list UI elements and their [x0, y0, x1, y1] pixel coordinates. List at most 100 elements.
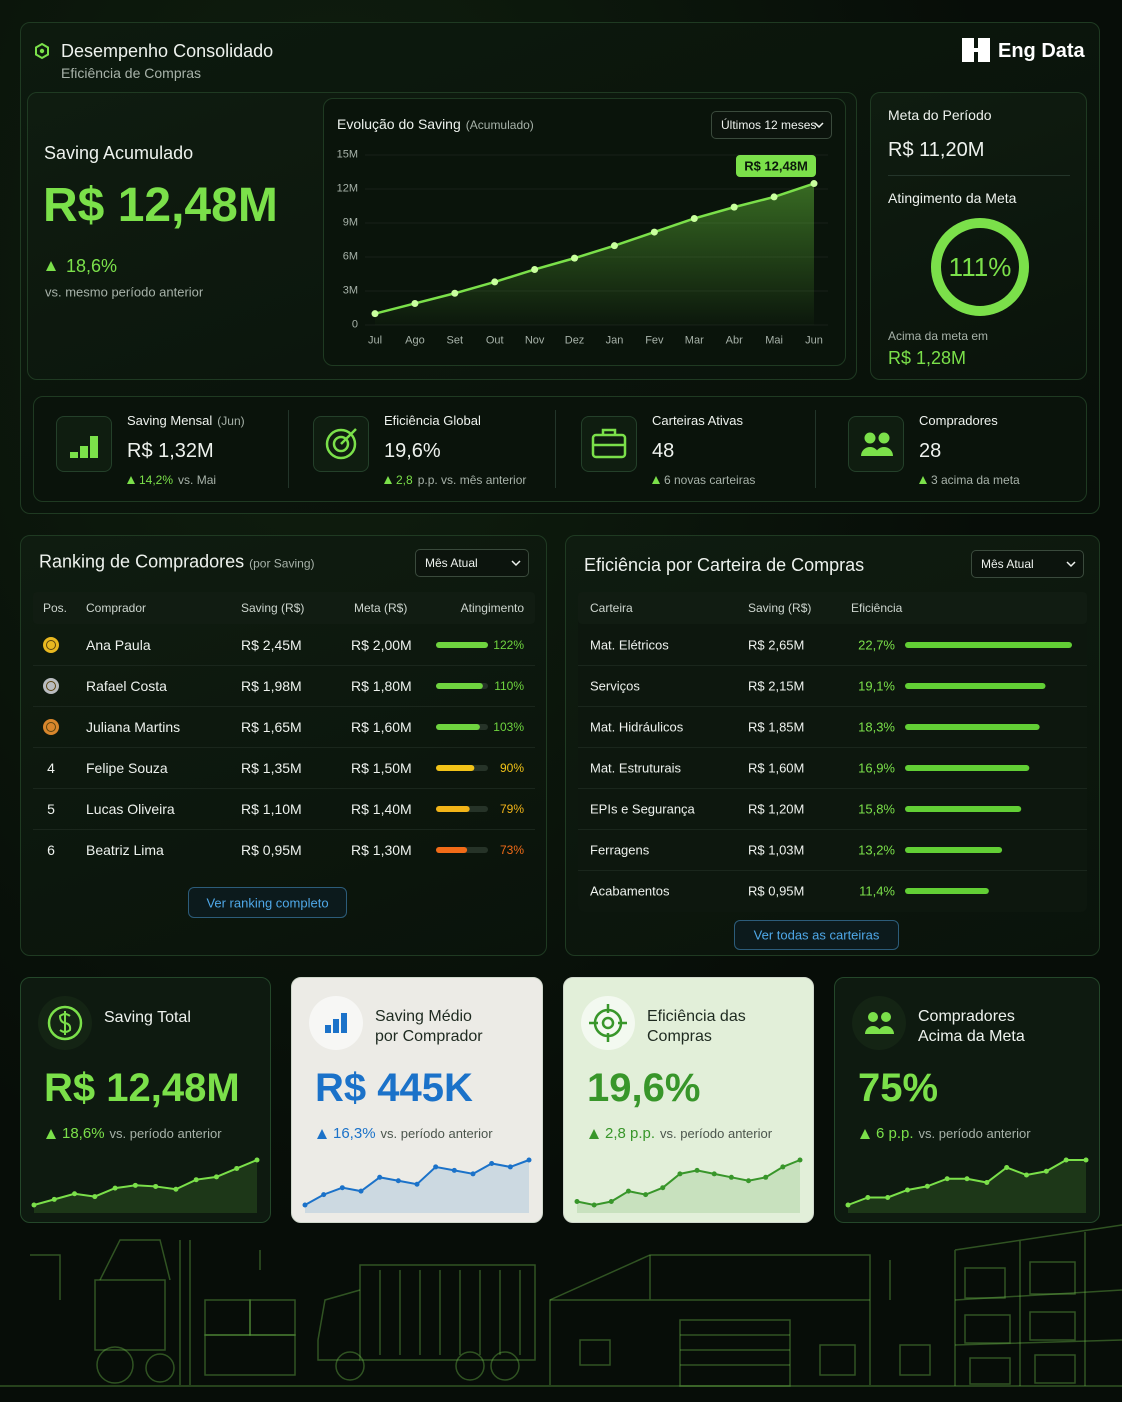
sparkline-point	[746, 1178, 752, 1184]
x-tick-label: Dez	[564, 334, 585, 347]
portfolio-name: Mat. Hidráulicos	[590, 719, 684, 735]
attainment-label: Atingimento da Meta	[888, 190, 1017, 206]
position: 5	[47, 801, 55, 817]
kpi-icon-0	[70, 436, 98, 458]
kpi-value: 19,6%	[384, 440, 441, 462]
card-title: Acima da Meta	[918, 1028, 1025, 1045]
card-title: Saving Total	[104, 1009, 191, 1026]
sparkline-point	[865, 1195, 871, 1200]
above-value: R$ 1,28M	[888, 348, 967, 368]
saving-change: 18,6%	[66, 256, 118, 276]
sparkline-point	[711, 1171, 717, 1177]
efficiency-label: 11,4%	[859, 883, 895, 899]
dropdown[interactable]	[415, 549, 529, 577]
button[interactable]	[734, 920, 899, 950]
portfolio-name: Mat. Elétricos	[590, 637, 669, 653]
position: 6	[47, 842, 55, 858]
attainment-bar	[436, 806, 470, 812]
medal-inner	[46, 640, 56, 650]
sparkline-point	[433, 1164, 439, 1170]
point	[650, 228, 658, 236]
card-icon	[878, 1026, 894, 1034]
sparkline-point	[1004, 1165, 1010, 1170]
ranking-title-part: (por Saving)	[249, 556, 315, 571]
button-label[interactable]: Ver todas as carteiras	[753, 927, 880, 943]
up-arrow	[652, 476, 660, 484]
kpi-change: 14,2% vs. Mai	[139, 472, 216, 488]
annotation: R$ 12,48M	[744, 158, 808, 174]
dropdown-label[interactable]: Últimos 12 meses	[721, 118, 817, 132]
sparkline-point	[643, 1192, 649, 1198]
kpi-change: 3 acima da meta	[931, 472, 1020, 488]
attainment-label: 90%	[499, 761, 524, 775]
kpi-label: Carteiras Ativas	[652, 413, 743, 429]
card-title: Compradores	[918, 1008, 1015, 1025]
attainment-label: 79%	[499, 802, 524, 816]
sparkline-point	[780, 1164, 786, 1170]
card-value: 75%	[858, 1066, 939, 1110]
card-icon	[47, 1005, 83, 1041]
attainment-label: 122%	[493, 638, 524, 652]
sparkline-point	[625, 1188, 631, 1194]
kpi-strip	[33, 396, 1087, 502]
kpi-icon-1	[325, 428, 357, 460]
chart-title-part: (Acumulado)	[465, 118, 534, 132]
kpi-change-part: 14,2%	[139, 473, 174, 487]
card-change-part: vs. período anterior	[918, 1126, 1031, 1141]
x-tick-label: Nov	[524, 334, 545, 347]
buyer-saving: R$ 0,95M	[241, 842, 302, 858]
sparkline-point	[924, 1183, 930, 1189]
kpi-divider	[288, 410, 289, 488]
gauge-arc	[931, 218, 1029, 316]
sparkline-point	[1043, 1168, 1049, 1174]
row-divider	[33, 788, 535, 789]
dropdown-label[interactable]: Mês Atual	[981, 557, 1034, 571]
buyer-name: Ana Paula	[86, 637, 151, 653]
x-tick-label: Fev	[645, 334, 664, 347]
sparkline-point	[234, 1165, 240, 1171]
y-tick-label: 3M	[342, 284, 358, 297]
y-tick-label: 15M	[336, 148, 358, 161]
button-label[interactable]: Ver ranking completo	[206, 895, 329, 910]
efficiency-bar	[905, 847, 1003, 853]
card-change-part: vs. período anterior	[380, 1126, 493, 1141]
column-header: Carteira	[590, 601, 633, 615]
attainment-bar	[436, 765, 475, 771]
row-divider	[33, 829, 535, 830]
attainment-label: 110%	[494, 679, 524, 693]
dropdown[interactable]	[971, 550, 1084, 578]
sparkline-point	[72, 1191, 78, 1197]
kpi-change-part: 6 novas carteiras	[664, 473, 756, 487]
kpi-icon-box	[56, 416, 112, 472]
chevron	[1066, 561, 1076, 568]
sparkline-point	[1063, 1157, 1069, 1163]
card-icon	[865, 1026, 881, 1034]
buyer-name: Juliana Martins	[86, 719, 181, 735]
icon-arrow	[340, 428, 357, 445]
kpi-change: 2,8 p.p. vs. mês anterior	[396, 472, 526, 488]
up-arrow	[384, 476, 392, 484]
page-title: Desempenho Consolidado	[61, 41, 274, 61]
sparkline-point	[507, 1164, 513, 1170]
sparkline-point	[92, 1194, 98, 1200]
buyer-name: Lucas Oliveira	[86, 801, 175, 817]
goal-value: R$ 11,20M	[888, 139, 985, 161]
card-change: 6 p.p. vs. período anterior	[876, 1126, 1031, 1142]
dropdown-label[interactable]: Mês Atual	[425, 556, 478, 570]
sparkline-point	[728, 1174, 734, 1180]
button[interactable]	[188, 887, 347, 918]
buyer-saving: R$ 1,10M	[241, 801, 302, 817]
card-change-part: 16,3%	[333, 1125, 376, 1142]
medal	[43, 719, 59, 735]
sparkline	[576, 1159, 801, 1207]
dropdown[interactable]	[711, 111, 832, 139]
sparkline-point	[213, 1174, 219, 1180]
x-tick-label: Jun	[805, 334, 823, 347]
sparkline-point	[797, 1157, 803, 1163]
column-header: Meta (R$)	[354, 601, 408, 615]
sparkline-area	[577, 1160, 800, 1213]
buyer-meta: R$ 1,40M	[351, 801, 412, 817]
y-tick-label: 12M	[336, 182, 358, 195]
saving-label: Saving Acumulado	[44, 143, 194, 163]
